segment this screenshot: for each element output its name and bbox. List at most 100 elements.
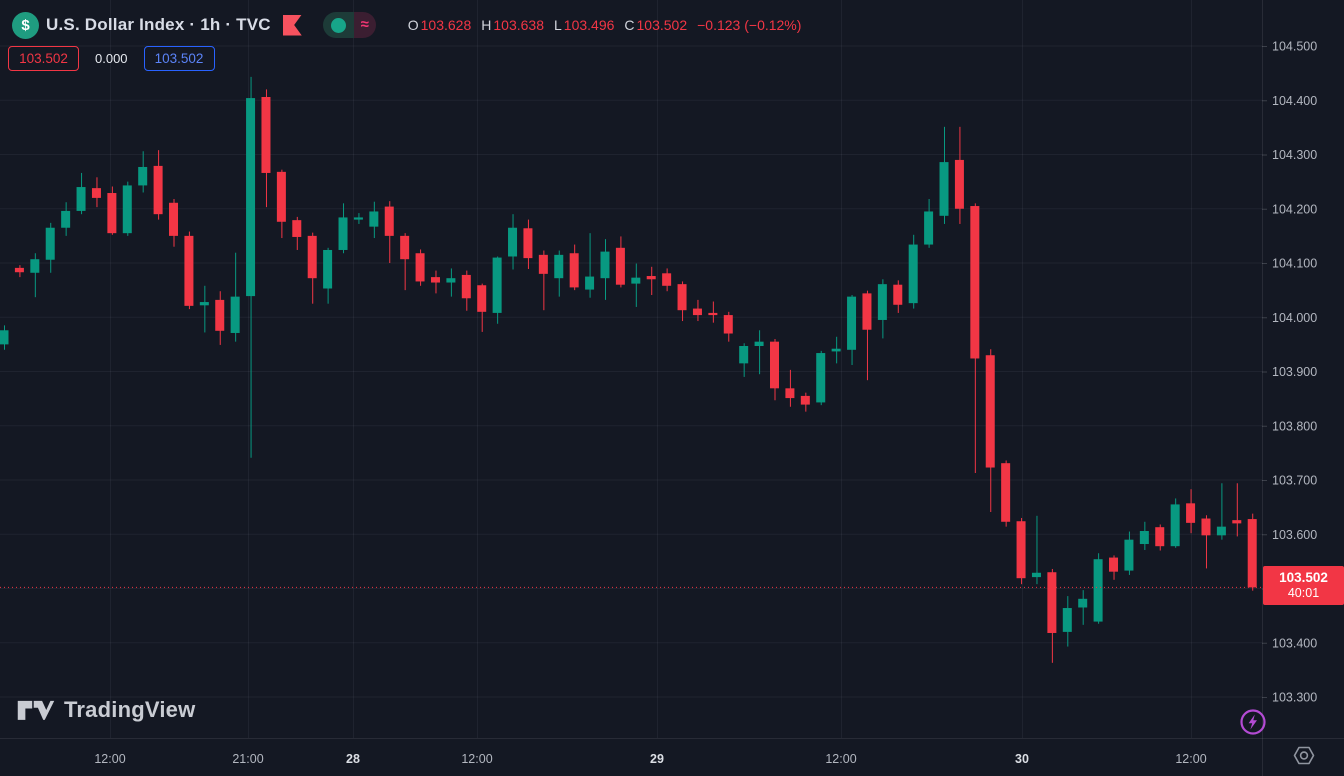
svg-text:104.000: 104.000	[1272, 311, 1317, 325]
svg-text:104.300: 104.300	[1272, 148, 1317, 162]
candle	[14, 265, 24, 278]
ohlc-readout: O 103.628 H 103.638 L 103.496 C 103.502 −0.1…	[398, 17, 802, 33]
candle	[1124, 531, 1134, 575]
candle	[1216, 483, 1226, 540]
candle	[508, 214, 518, 270]
candle	[199, 285, 209, 333]
svg-text:21:00: 21:00	[232, 752, 263, 766]
low-label: L	[553, 17, 562, 33]
candle	[492, 256, 502, 324]
svg-text:103.800: 103.800	[1272, 419, 1317, 433]
svg-text:30: 30	[1015, 752, 1029, 766]
candle	[523, 219, 533, 269]
candle	[800, 392, 810, 412]
candle	[122, 181, 132, 236]
candle	[1109, 555, 1119, 580]
candle	[1078, 590, 1088, 625]
candle	[1232, 483, 1242, 537]
candle	[954, 126, 964, 224]
close-label: C	[624, 17, 635, 33]
candle	[1247, 513, 1257, 591]
candle	[230, 252, 240, 342]
candle	[91, 177, 101, 208]
hexagon-settings-button[interactable]	[1293, 746, 1315, 765]
toggle-on-segment	[322, 12, 354, 38]
candle	[538, 250, 548, 311]
open-value: 103.628	[420, 17, 472, 33]
candle	[1201, 515, 1211, 569]
candle	[739, 343, 749, 377]
current-price-label: 103.502 40:01	[1263, 566, 1344, 606]
bar-countdown: 40:01	[1287, 586, 1320, 601]
svg-text:12:00: 12:00	[825, 752, 856, 766]
candle	[831, 336, 841, 364]
candle	[477, 283, 487, 332]
candle	[461, 270, 471, 311]
candle	[816, 350, 826, 406]
svg-text:28: 28	[346, 752, 360, 766]
status-dot-icon	[330, 17, 346, 33]
candle	[754, 330, 764, 375]
svg-text:104.400: 104.400	[1272, 94, 1317, 108]
svg-text:103.700: 103.700	[1272, 474, 1317, 488]
candle	[246, 76, 256, 458]
vertical-gridlines	[110, 0, 1192, 738]
close-value: 103.502	[636, 17, 688, 33]
candle	[770, 338, 779, 401]
candle	[107, 186, 117, 235]
market-status-toggle[interactable]: ≈	[322, 12, 376, 38]
time-axis[interactable]: 12:00 21:00 28 12:00 29 12:00 30 12:00	[94, 752, 1206, 766]
svg-text:12:00: 12:00	[461, 752, 492, 766]
hexagon-icon	[1293, 746, 1315, 765]
candle	[1155, 524, 1165, 551]
svg-text:103.400: 103.400	[1272, 636, 1317, 650]
svg-text:29: 29	[650, 752, 664, 766]
candle	[585, 233, 595, 298]
candle	[847, 295, 857, 365]
candle	[215, 291, 225, 345]
lightning-bolt-button[interactable]	[1239, 708, 1267, 736]
flag-icon[interactable]	[282, 14, 302, 36]
sell-button[interactable]: 103.502	[8, 46, 79, 71]
svg-text:103.300: 103.300	[1272, 691, 1317, 705]
candle	[138, 151, 148, 193]
candle	[924, 198, 934, 248]
candle	[446, 268, 456, 297]
chart-legend: $ U.S. Dollar Index · 1h · TVC ≈ O 103.62…	[12, 11, 801, 39]
tradingview-logo-icon	[17, 700, 55, 720]
candle	[369, 201, 379, 239]
candle	[384, 201, 394, 263]
candle	[692, 299, 702, 322]
symbol-logo-icon: $	[12, 11, 39, 39]
candle	[276, 169, 286, 239]
candle	[1047, 568, 1057, 663]
candle	[569, 244, 579, 291]
candle	[76, 172, 86, 215]
open-label: O	[407, 17, 419, 33]
lightning-bolt-icon	[1240, 709, 1266, 735]
candle-series[interactable]	[0, 76, 1257, 663]
candle	[1186, 489, 1196, 534]
current-price-value: 103.502	[1279, 570, 1328, 586]
low-value: 103.496	[563, 17, 615, 33]
candle	[415, 249, 425, 286]
chart-title[interactable]: U.S. Dollar Index · 1h · TVC	[46, 15, 271, 34]
candle	[970, 203, 980, 473]
candle	[600, 239, 610, 300]
candle	[184, 231, 194, 310]
tradingview-logo-text: TradingView	[64, 697, 196, 722]
candle	[430, 270, 440, 294]
candle	[1001, 460, 1011, 527]
candle	[646, 266, 656, 296]
tradingview-logo[interactable]: TradingView	[17, 697, 195, 723]
horizontal-gridlines	[0, 45, 1262, 698]
buy-button[interactable]: 103.502	[143, 46, 215, 71]
candle	[1016, 517, 1026, 585]
high-value: 103.638	[493, 17, 544, 33]
candle	[877, 279, 887, 339]
candle	[153, 150, 163, 220]
candle	[261, 89, 271, 208]
